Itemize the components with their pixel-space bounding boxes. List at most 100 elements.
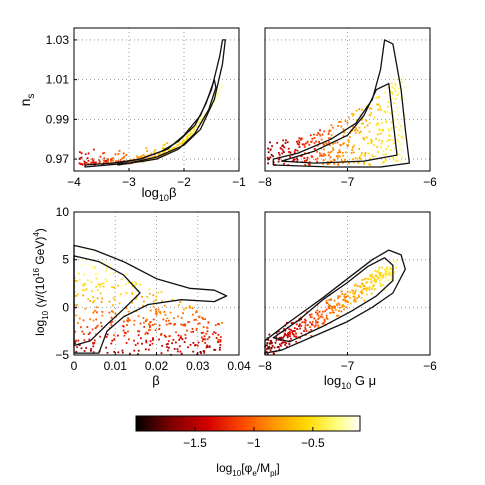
data-point	[265, 350, 268, 353]
data-point	[393, 141, 396, 144]
data-point	[79, 163, 82, 166]
data-point	[404, 86, 406, 89]
data-point	[314, 324, 317, 327]
data-point	[172, 338, 175, 341]
x-tick-label: −8	[258, 175, 272, 189]
data-point	[118, 302, 121, 305]
data-point	[190, 126, 192, 129]
data-point	[319, 154, 321, 157]
data-point	[122, 152, 125, 155]
data-point	[153, 155, 156, 158]
data-point	[198, 315, 201, 318]
data-point	[152, 318, 155, 321]
data-point	[195, 327, 198, 330]
data-point	[183, 140, 186, 142]
panel-bottom-right-ticks: −7 −6 −8	[258, 352, 437, 373]
data-point	[363, 287, 366, 290]
data-point	[269, 149, 272, 151]
data-point	[328, 129, 331, 132]
data-point	[116, 334, 119, 337]
data-point	[139, 155, 142, 158]
data-point	[333, 307, 336, 310]
data-point	[322, 148, 325, 151]
data-point	[332, 147, 334, 149]
data-point	[338, 149, 341, 151]
data-point	[393, 87, 396, 90]
data-point	[158, 324, 161, 327]
data-point	[74, 279, 77, 282]
data-point	[120, 157, 123, 160]
data-point	[370, 273, 373, 276]
data-point	[360, 297, 363, 299]
data-point	[361, 122, 363, 125]
data-point	[347, 295, 349, 297]
data-point	[145, 339, 148, 342]
data-point	[202, 326, 205, 328]
data-point	[173, 348, 176, 350]
data-point	[112, 296, 115, 299]
data-point	[322, 155, 325, 157]
x-tick-label: −2	[177, 175, 191, 189]
data-point	[376, 276, 379, 279]
data-point	[313, 317, 316, 320]
data-point	[281, 341, 284, 344]
data-point	[387, 111, 389, 114]
data-point	[126, 319, 129, 322]
data-point	[390, 121, 393, 124]
data-point	[267, 347, 270, 350]
data-point	[359, 285, 362, 288]
data-point	[200, 118, 203, 121]
data-point	[390, 90, 393, 93]
data-point	[377, 96, 380, 99]
data-point	[347, 144, 350, 147]
data-point	[346, 121, 349, 124]
data-point	[105, 159, 107, 162]
data-point	[338, 121, 341, 123]
y-tick-label: 5	[62, 253, 69, 267]
data-point	[185, 135, 188, 138]
data-point	[337, 154, 340, 157]
data-point	[138, 330, 141, 333]
data-point	[380, 284, 383, 287]
data-point	[82, 289, 85, 292]
data-point	[394, 272, 397, 274]
data-point	[304, 321, 307, 324]
data-point	[382, 275, 385, 277]
data-point	[131, 285, 134, 288]
data-point	[305, 160, 308, 162]
data-point	[394, 266, 397, 269]
data-point	[131, 281, 134, 284]
data-point	[311, 320, 314, 323]
data-point	[200, 316, 203, 319]
data-point	[179, 337, 182, 339]
data-point	[91, 158, 94, 161]
data-point	[296, 328, 299, 330]
data-point	[162, 318, 165, 321]
data-point	[384, 120, 387, 122]
data-point	[342, 162, 344, 164]
data-point	[354, 157, 357, 160]
data-point	[181, 141, 184, 144]
data-point	[300, 332, 303, 335]
data-point	[387, 268, 390, 271]
data-point	[380, 129, 383, 131]
data-point	[93, 310, 96, 313]
data-point	[334, 305, 336, 308]
data-point	[327, 151, 330, 154]
data-point	[92, 265, 95, 268]
data-point	[219, 346, 221, 349]
data-point	[123, 334, 126, 337]
data-point	[378, 266, 381, 269]
data-point	[190, 331, 193, 333]
data-point	[288, 331, 291, 333]
data-point	[364, 154, 367, 157]
data-point	[403, 97, 406, 99]
data-point	[197, 121, 200, 124]
data-point	[356, 162, 359, 164]
data-point	[316, 157, 319, 160]
y-tick-label: 0.97	[46, 152, 70, 166]
data-point	[363, 299, 366, 302]
data-point	[93, 162, 96, 165]
data-point	[146, 296, 149, 298]
data-point	[142, 153, 145, 156]
